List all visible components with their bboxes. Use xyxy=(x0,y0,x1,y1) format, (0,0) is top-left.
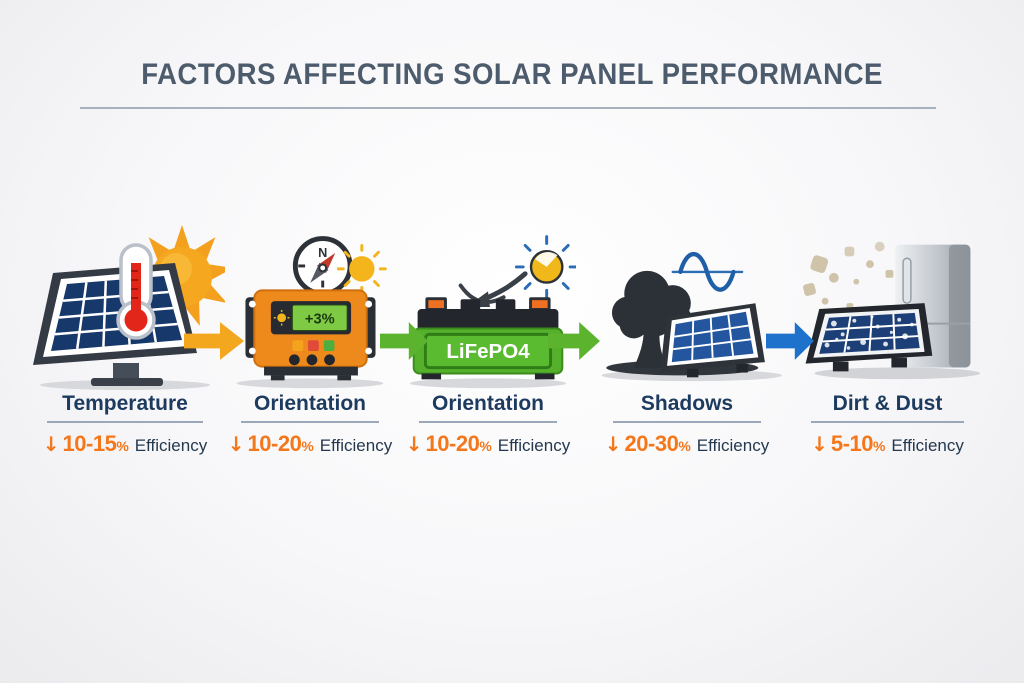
factor-title: Dirt & Dust xyxy=(832,392,943,415)
title-divider xyxy=(80,107,936,109)
efficiency-drop: ↓ 20-30 % Efficiency xyxy=(604,431,770,456)
efficiency-drop: ↓ 10-20 % Efficiency xyxy=(405,431,571,456)
down-arrow-icon: ↓ xyxy=(42,432,60,456)
dust-particles-icon xyxy=(803,241,894,310)
flow-arrow-icon xyxy=(380,320,428,362)
lifepo4-battery-icon: LiFePO4 xyxy=(400,225,576,390)
factor-orientation-battery: LiFePO4 Orientation ↓ 10-20 % Efficiency xyxy=(400,225,576,485)
solar-panel xyxy=(660,303,765,378)
down-arrow-icon: ↓ xyxy=(811,432,828,456)
battery: LiFePO4 xyxy=(412,297,564,380)
factor-divider xyxy=(419,421,557,423)
sun-icon xyxy=(336,243,387,294)
dirty-solar-panel xyxy=(805,303,933,372)
efficiency-drop: ↓ 10-20 % Efficiency xyxy=(227,431,393,456)
thermometer-icon xyxy=(116,243,156,340)
svg-text:+3%: +3% xyxy=(305,312,335,328)
svg-text:N: N xyxy=(318,245,327,260)
flow-arrow-icon xyxy=(184,320,244,362)
charge-controller-compass-icon: N xyxy=(222,225,398,390)
flow-arrow-icon xyxy=(548,320,600,362)
efficiency-drop: ↓ 5-10 % Efficiency xyxy=(811,431,964,456)
page-title: FACTORS AFFECTING SOLAR PANEL PERFORMANC… xyxy=(141,58,883,91)
down-arrow-icon: ↓ xyxy=(604,432,622,456)
tree-shading-panel-icon xyxy=(592,225,782,390)
down-arrow-icon: ↓ xyxy=(405,432,423,456)
solar-panel-thermometer-sun-icon xyxy=(25,225,225,390)
sun-icon xyxy=(514,235,576,299)
factor-title: Temperature xyxy=(62,392,188,415)
factor-title: Orientation xyxy=(253,392,366,415)
efficiency-drop: ↓ 10-15 % Efficiency xyxy=(42,431,208,456)
factor-divider xyxy=(612,421,762,423)
factor-title: Orientation xyxy=(431,392,544,415)
sine-wave-icon xyxy=(671,252,744,292)
factor-divider xyxy=(47,421,203,423)
factor-dirt-dust: Dirt & Dust ↓ 5-10 % Efficiency xyxy=(790,225,985,485)
solar-panel xyxy=(33,263,197,386)
compass-icon: N xyxy=(292,236,353,296)
down-arrow-icon: ↓ xyxy=(227,432,245,456)
factor-divider xyxy=(811,421,964,423)
charge-controller: +3% xyxy=(245,289,376,381)
factor-shadows: Shadows ↓ 20-30 % Efficiency xyxy=(592,225,782,485)
factor-orientation-controller: N xyxy=(222,225,398,485)
factor-temperature: Temperature ↓ 10-15 % Efficiency xyxy=(25,225,225,485)
dusty-panel-fridge-icon xyxy=(790,225,985,390)
flow-arrow-icon xyxy=(766,320,814,362)
dust-speckles xyxy=(824,315,914,350)
factor-divider xyxy=(241,421,379,423)
lcd-sun-glyph xyxy=(273,309,290,326)
battery-label: LiFePO4 xyxy=(446,340,530,363)
factor-title: Shadows xyxy=(640,392,734,415)
